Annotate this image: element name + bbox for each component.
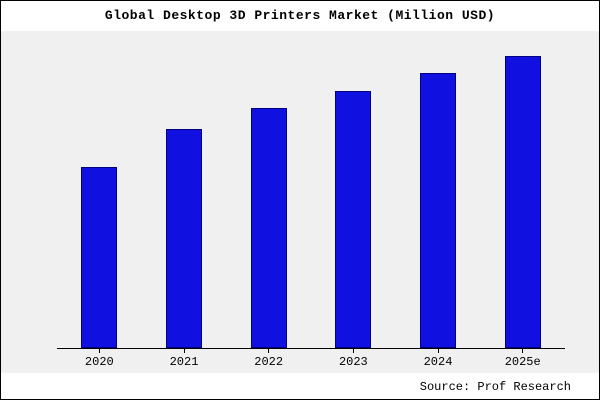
- bar-2022: [250, 108, 287, 348]
- x-tick-2021: 2021: [142, 349, 227, 373]
- bar-column-2022: [226, 41, 311, 348]
- chart-title: Global Desktop 3D Printers Market (Milli…: [104, 8, 496, 23]
- tick-mark: [437, 349, 439, 353]
- bar-column-2025e: [480, 41, 565, 348]
- labels-row: 2020 2021 2022 2023 2024 2025e: [57, 349, 565, 373]
- x-tick-2023: 2023: [311, 349, 396, 373]
- bar-column-2024: [396, 41, 481, 348]
- x-tick-2022: 2022: [226, 349, 311, 373]
- x-tick-2020: 2020: [57, 349, 142, 373]
- x-tick-label: 2021: [169, 355, 199, 369]
- x-tick-2025e: 2025e: [480, 349, 565, 373]
- x-tick-label: 2024: [423, 355, 453, 369]
- x-tick-label: 2020: [84, 355, 114, 369]
- x-tick-label: 2023: [338, 355, 368, 369]
- tick-mark: [522, 349, 524, 353]
- bar-column-2021: [142, 41, 227, 348]
- bar-column-2023: [311, 41, 396, 348]
- bar-2020: [81, 166, 118, 348]
- bar-2021: [166, 128, 202, 348]
- tick-mark: [98, 349, 100, 353]
- plot-area: 2020 2021 2022 2023 2024 2025e: [57, 41, 565, 373]
- tick-mark: [268, 349, 270, 353]
- source-attribution: Source: Prof Research: [419, 380, 571, 394]
- bars-row: [57, 41, 565, 349]
- bar-2025e: [504, 55, 541, 348]
- x-tick-label: 2025e: [504, 355, 541, 369]
- bar-2023: [335, 90, 372, 348]
- tick-mark: [352, 349, 354, 353]
- bar-column-2020: [57, 41, 142, 348]
- x-tick-2024: 2024: [396, 349, 481, 373]
- tick-mark: [183, 349, 185, 353]
- x-tick-label: 2022: [254, 355, 284, 369]
- bar-2024: [420, 73, 457, 348]
